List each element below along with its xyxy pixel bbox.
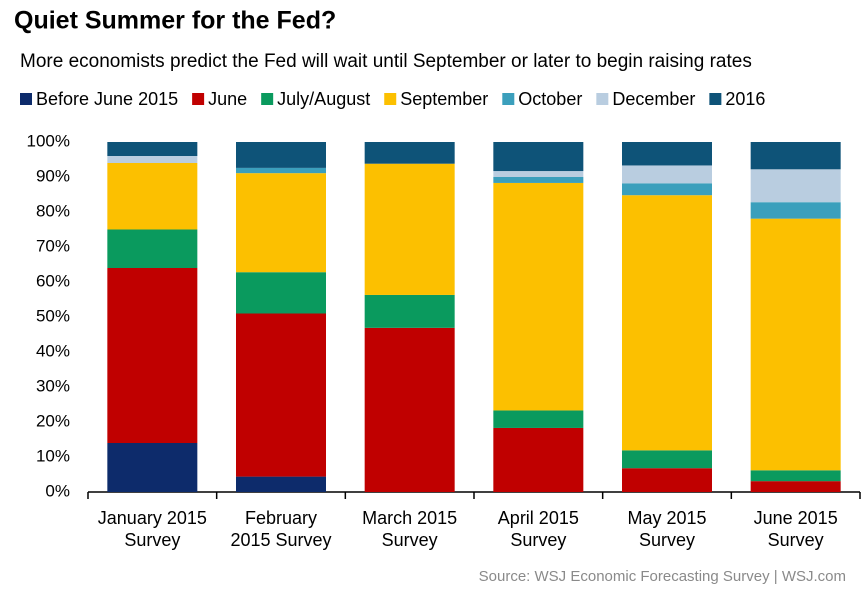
bar-segment bbox=[750, 142, 841, 170]
bar-segment bbox=[107, 156, 198, 163]
chart-title: Quiet Summer for the Fed? bbox=[14, 7, 336, 35]
bar-segment bbox=[493, 410, 584, 428]
bar-segment bbox=[622, 165, 712, 184]
bar-segment bbox=[107, 142, 198, 156]
y-tick-label: 100% bbox=[27, 131, 70, 150]
x-tick-label: Survey bbox=[124, 530, 180, 550]
bar-segment bbox=[493, 427, 584, 492]
bar-segment bbox=[107, 229, 198, 268]
bar-segment bbox=[493, 171, 584, 177]
bar-segment bbox=[622, 195, 712, 451]
bar-segment bbox=[622, 450, 712, 469]
y-tick-label: 60% bbox=[36, 271, 70, 290]
bar-segment bbox=[493, 177, 584, 183]
bar-segment bbox=[750, 218, 841, 471]
legend-swatch bbox=[261, 93, 274, 105]
source-note: Source: WSJ Economic Forecasting Survey … bbox=[479, 568, 846, 585]
legend-label: December bbox=[612, 89, 695, 109]
x-tick-label: May 2015 bbox=[627, 508, 706, 528]
bar-segment bbox=[493, 182, 584, 411]
y-tick-label: 70% bbox=[36, 236, 70, 255]
bar-segment bbox=[622, 142, 712, 166]
bar-segment bbox=[236, 142, 326, 168]
bar-segment bbox=[750, 169, 841, 203]
x-tick-label: Survey bbox=[639, 530, 695, 550]
bar-segment bbox=[364, 163, 455, 295]
y-tick-label: 90% bbox=[36, 166, 70, 185]
legend-swatch bbox=[596, 93, 609, 105]
bar-segment bbox=[622, 468, 712, 492]
bar-segment bbox=[750, 470, 841, 482]
y-tick-label: 50% bbox=[36, 306, 70, 325]
legend-swatch bbox=[384, 93, 397, 105]
bar-segment bbox=[364, 327, 455, 492]
bar-segment bbox=[236, 173, 326, 273]
legend-label: October bbox=[518, 89, 582, 109]
x-tick-label: Survey bbox=[510, 530, 566, 550]
bar-segment bbox=[750, 202, 841, 219]
x-tick-label: April 2015 bbox=[498, 508, 579, 528]
legend-swatch bbox=[192, 93, 205, 105]
bar-segment bbox=[364, 294, 455, 328]
x-tick-label: Survey bbox=[768, 530, 824, 550]
x-tick-label: 2015 Survey bbox=[230, 530, 331, 550]
legend-label: September bbox=[400, 89, 488, 109]
y-tick-label: 20% bbox=[36, 411, 70, 430]
bar-segment bbox=[236, 476, 326, 492]
y-tick-label: 0% bbox=[45, 481, 70, 500]
y-tick-label: 30% bbox=[36, 376, 70, 395]
legend-label: June bbox=[208, 89, 247, 109]
legend-label: Before June 2015 bbox=[36, 89, 178, 109]
legend-label: July/August bbox=[277, 89, 370, 109]
bar-segment bbox=[107, 443, 198, 492]
bar-segment bbox=[236, 167, 326, 174]
legend-label: 2016 bbox=[725, 89, 765, 109]
bar-segment bbox=[107, 268, 198, 443]
bar-segment bbox=[622, 183, 712, 196]
bar-segment bbox=[364, 142, 455, 164]
x-tick-label: Survey bbox=[382, 530, 438, 550]
x-tick-label: February bbox=[245, 508, 317, 528]
y-tick-label: 40% bbox=[36, 341, 70, 360]
x-tick-label: June 2015 bbox=[754, 508, 838, 528]
y-tick-label: 10% bbox=[36, 446, 70, 465]
x-tick-label: January 2015 bbox=[98, 508, 207, 528]
legend-swatch bbox=[502, 93, 515, 105]
legend-swatch bbox=[20, 93, 32, 105]
bar-segment bbox=[107, 163, 198, 230]
bar-segment bbox=[493, 142, 584, 172]
legend-swatch bbox=[709, 93, 722, 105]
chart-subtitle: More economists predict the Fed will wai… bbox=[20, 51, 752, 72]
bar-segment bbox=[236, 272, 326, 314]
bar-segment bbox=[236, 313, 326, 477]
bar-segment bbox=[750, 481, 841, 492]
y-tick-label: 80% bbox=[36, 201, 70, 220]
x-tick-label: March 2015 bbox=[362, 508, 457, 528]
